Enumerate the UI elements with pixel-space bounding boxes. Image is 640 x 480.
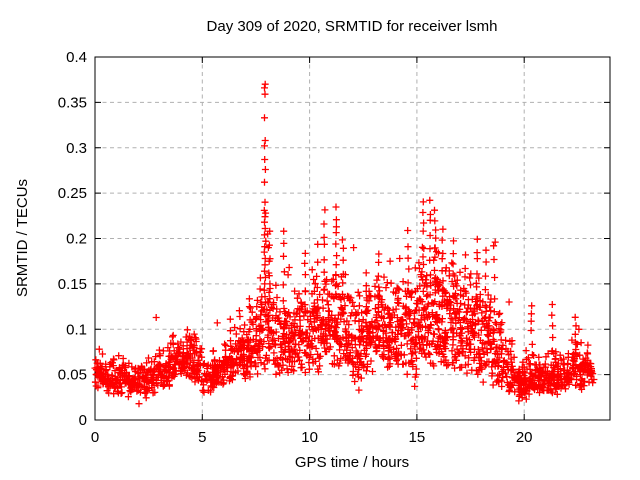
x-axis-label: GPS time / hours [295,454,409,471]
y-tick-label: 0.05 [58,367,87,384]
y-tick-label: 0.4 [66,49,87,66]
y-tick-label: 0 [79,412,87,429]
y-axis-label: SRMTID / TECUs [14,179,31,297]
y-tick-label: 0.25 [58,185,87,202]
x-tick-label: 0 [91,429,99,446]
x-tick-label: 5 [198,429,206,446]
x-tick-label: 15 [409,429,426,446]
y-tick-labels: 0 0.05 0.1 0.15 0.2 0.25 0.3 0.35 0.4 [58,49,87,429]
x-tick-label: 10 [301,429,318,446]
y-tick-label: 0.2 [66,231,87,248]
y-tick-label: 0.3 [66,140,87,157]
y-tick-label: 0.35 [58,94,87,111]
x-tick-label: 20 [516,429,533,446]
x-tick-labels: 0 5 10 15 20 [91,429,533,446]
y-tick-label: 0.15 [58,276,87,293]
y-tick-label: 0.1 [66,321,87,338]
plot-title: Day 309 of 2020, SRMTID for receiver lsm… [207,18,498,35]
scatter-data-points [91,80,598,408]
